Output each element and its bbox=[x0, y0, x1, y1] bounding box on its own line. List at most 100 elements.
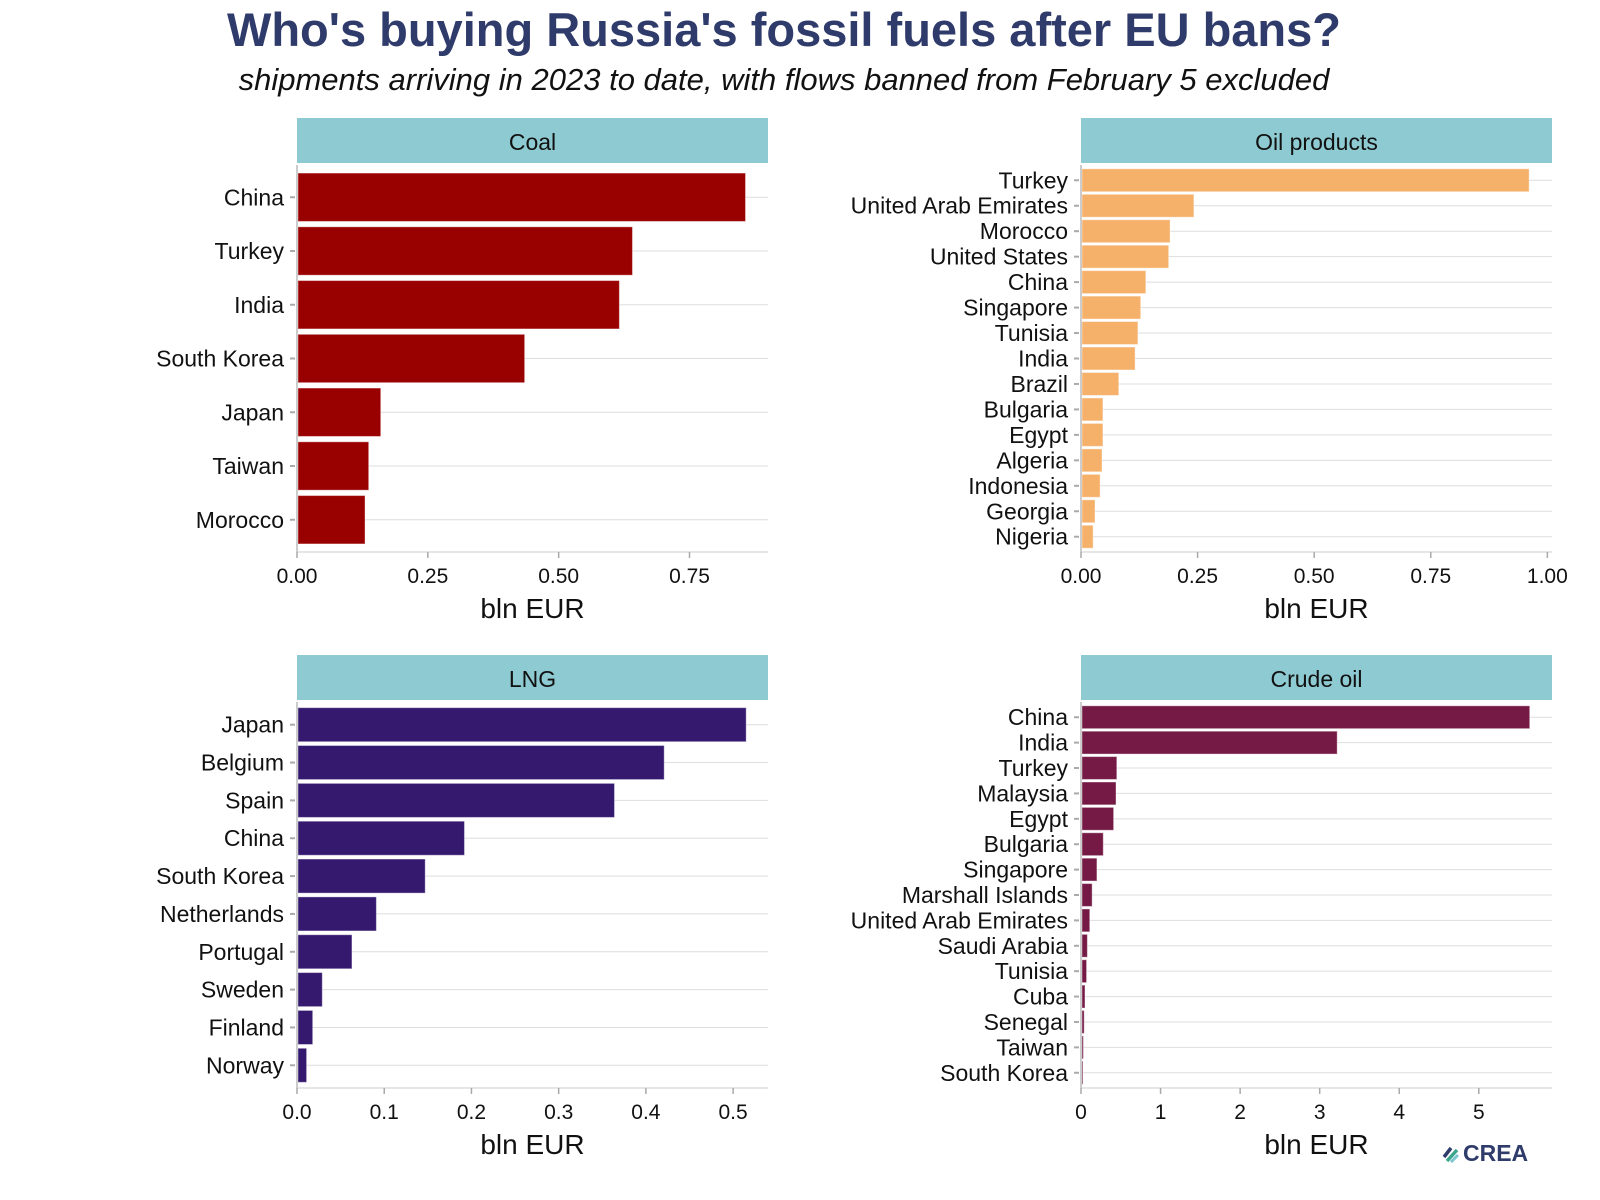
x-tick-label: 0.75 bbox=[1410, 565, 1451, 588]
x-axis-title: bln EUR bbox=[480, 1129, 584, 1160]
bar-crude-oil-bulgaria bbox=[1081, 832, 1104, 857]
y-tick-label: Singapore bbox=[963, 295, 1068, 321]
y-tick-label: Algeria bbox=[996, 447, 1068, 473]
bar-oil-products-united-states bbox=[1081, 244, 1170, 269]
x-tick-label: 0.25 bbox=[1177, 565, 1218, 588]
bar-crude-oil-china bbox=[1081, 705, 1531, 730]
y-tick-label: Belgium bbox=[201, 750, 284, 776]
y-tick-label: Morocco bbox=[980, 218, 1068, 244]
y-tick-label: South Korea bbox=[940, 1060, 1068, 1086]
bar-lng-china bbox=[297, 820, 465, 856]
x-tick-label: 5 bbox=[1473, 1101, 1485, 1124]
y-tick-label: Tunisia bbox=[995, 320, 1068, 346]
bar-crude-oil-united-arab-emirates bbox=[1081, 908, 1091, 933]
bar-coal-japan bbox=[297, 387, 382, 437]
x-tick-label: 1 bbox=[1155, 1101, 1167, 1124]
x-tick-label: 4 bbox=[1393, 1101, 1405, 1124]
bar-oil-products-india bbox=[1081, 346, 1136, 371]
bar-crude-oil-turkey bbox=[1081, 756, 1118, 780]
x-tick-label: 1.00 bbox=[1527, 565, 1568, 588]
bar-oil-products-tunisia bbox=[1081, 321, 1139, 345]
y-tick-label: Singapore bbox=[963, 857, 1068, 883]
bar-oil-products-algeria bbox=[1081, 448, 1103, 473]
crea-logo: CREA bbox=[1442, 1140, 1528, 1167]
bar-oil-products-brazil bbox=[1081, 372, 1120, 396]
bar-coal-morocco bbox=[297, 495, 366, 545]
y-tick-label: India bbox=[1018, 730, 1068, 756]
bar-oil-products-indonesia bbox=[1081, 473, 1101, 498]
bar-lng-finland bbox=[297, 1009, 314, 1045]
x-tick-label: 0.2 bbox=[457, 1101, 486, 1124]
facet-title-oil-products: Oil products bbox=[1255, 129, 1378, 155]
bar-lng-japan bbox=[297, 707, 747, 743]
y-tick-label: Egypt bbox=[1009, 806, 1068, 832]
bar-coal-india bbox=[297, 280, 620, 330]
bar-coal-china bbox=[297, 172, 746, 222]
bar-crude-oil-south-korea bbox=[1081, 1060, 1084, 1085]
y-tick-label: Finland bbox=[209, 1014, 284, 1040]
x-tick-label: 0.25 bbox=[407, 565, 448, 588]
bar-oil-products-china bbox=[1081, 270, 1147, 295]
y-tick-label: Bulgaria bbox=[984, 396, 1069, 422]
x-tick-label: 0.4 bbox=[631, 1101, 661, 1124]
y-tick-label: Turkey bbox=[999, 755, 1069, 781]
x-tick-label: 0 bbox=[1075, 1101, 1087, 1124]
x-tick-label: 0.3 bbox=[544, 1101, 573, 1124]
y-tick-label: Cuba bbox=[1013, 984, 1068, 1010]
crea-logo-text: CREA bbox=[1463, 1140, 1529, 1166]
bar-lng-norway bbox=[297, 1047, 308, 1083]
bar-coal-taiwan bbox=[297, 441, 370, 491]
facet-strip-coal bbox=[297, 118, 768, 163]
y-tick-label: Senegal bbox=[984, 1009, 1068, 1035]
x-tick-label: 0.5 bbox=[719, 1101, 748, 1124]
y-tick-label: Netherlands bbox=[160, 901, 284, 927]
y-tick-label: Saudi Arabia bbox=[938, 933, 1069, 959]
facet-strip-lng bbox=[297, 655, 768, 700]
x-tick-label: 2 bbox=[1234, 1101, 1246, 1124]
y-tick-label: Egypt bbox=[1009, 422, 1068, 448]
y-tick-label: Brazil bbox=[1010, 371, 1068, 397]
bar-oil-products-singapore bbox=[1081, 295, 1142, 320]
facet-title-coal: Coal bbox=[509, 129, 556, 155]
bar-lng-sweden bbox=[297, 972, 323, 1008]
y-tick-label: Marshall Islands bbox=[902, 882, 1068, 908]
y-tick-label: Taiwan bbox=[212, 453, 284, 479]
y-tick-label: Taiwan bbox=[996, 1034, 1068, 1060]
x-tick-label: 0.1 bbox=[370, 1101, 399, 1124]
y-tick-label: Turkey bbox=[215, 238, 285, 264]
bar-crude-oil-india bbox=[1081, 730, 1338, 755]
bar-oil-products-nigeria bbox=[1081, 524, 1094, 549]
y-tick-label: Georgia bbox=[986, 498, 1068, 524]
y-tick-label: Bulgaria bbox=[984, 831, 1069, 857]
y-tick-label: Portugal bbox=[198, 939, 284, 965]
bar-crude-oil-senegal bbox=[1081, 1010, 1085, 1034]
x-tick-label: 0.0 bbox=[282, 1101, 311, 1124]
y-tick-label: Sweden bbox=[201, 977, 284, 1003]
x-tick-label: 0.00 bbox=[1061, 565, 1102, 588]
bar-crude-oil-taiwan bbox=[1081, 1035, 1084, 1060]
bar-oil-products-egypt bbox=[1081, 422, 1104, 447]
bar-oil-products-bulgaria bbox=[1081, 397, 1104, 422]
y-tick-label: Nigeria bbox=[995, 524, 1068, 550]
y-tick-label: United Arab Emirates bbox=[851, 907, 1068, 933]
bar-lng-portugal bbox=[297, 934, 353, 970]
facet-strip-crude-oil bbox=[1081, 655, 1552, 700]
y-tick-label: Turkey bbox=[999, 167, 1069, 193]
bar-crude-oil-malaysia bbox=[1081, 781, 1117, 806]
facet-title-lng: LNG bbox=[509, 666, 556, 692]
bar-lng-belgium bbox=[297, 745, 665, 781]
y-tick-label: China bbox=[1008, 269, 1068, 295]
bar-crude-oil-marshall-islands bbox=[1081, 883, 1093, 907]
bar-crude-oil-saudi-arabia bbox=[1081, 933, 1088, 958]
chart-title: Who's buying Russia's fossil fuels after… bbox=[226, 3, 1341, 56]
bar-coal-turkey bbox=[297, 226, 633, 276]
y-tick-label: Morocco bbox=[196, 507, 284, 533]
x-tick-label: 0.50 bbox=[538, 565, 579, 588]
y-tick-label: China bbox=[224, 184, 284, 210]
bar-crude-oil-egypt bbox=[1081, 806, 1115, 831]
bar-oil-products-georgia bbox=[1081, 499, 1096, 524]
x-axis-title: bln EUR bbox=[1264, 1129, 1368, 1160]
y-tick-label: Indonesia bbox=[968, 473, 1068, 499]
y-tick-label: India bbox=[1018, 346, 1068, 372]
bar-oil-products-united-arab-emirates bbox=[1081, 193, 1195, 218]
